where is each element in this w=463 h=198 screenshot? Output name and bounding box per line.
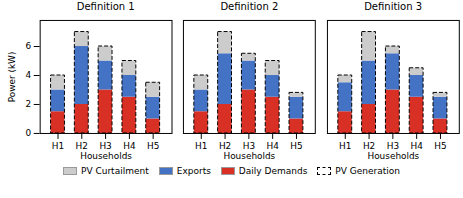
svg-text:Households: Households	[80, 151, 132, 161]
html-text:Daily Demands: Daily Demands	[238, 165, 308, 176]
svg-text:6: 6	[26, 41, 32, 51]
svg-text:H1: H1	[52, 141, 64, 151]
svg-text:H4: H4	[411, 141, 424, 151]
svg-text:H2: H2	[219, 141, 231, 151]
svg-text:4: 4	[26, 70, 32, 80]
html-text:Definition 3: Definition 3	[364, 1, 423, 12]
svg-text:H3: H3	[387, 141, 399, 151]
svg-text:H5: H5	[147, 141, 159, 151]
html-text:Definition 2: Definition 2	[220, 1, 279, 12]
svg-text:Households: Households	[368, 151, 420, 161]
svg-text:H3: H3	[99, 141, 111, 151]
svg-text:H3: H3	[243, 141, 255, 151]
svg-text:0: 0	[26, 128, 32, 138]
html-text:PV Curtailment: PV Curtailment	[81, 165, 149, 176]
svg-text:H5: H5	[435, 141, 447, 151]
svg-text:H2: H2	[363, 141, 375, 151]
svg-text:Households: Households	[224, 151, 276, 161]
html-text:Exports: Exports	[176, 165, 211, 176]
svg-text:H4: H4	[123, 141, 136, 151]
svg-text:H1: H1	[196, 141, 208, 151]
svg-text:H1: H1	[339, 141, 351, 151]
svg-text:H5: H5	[291, 141, 303, 151]
html-text:Definition 1: Definition 1	[76, 1, 135, 12]
svg-text:2: 2	[26, 99, 32, 109]
html-text:PV Generation: PV Generation	[335, 165, 400, 176]
svg-text:H2: H2	[76, 141, 88, 151]
svg-text:H4: H4	[267, 141, 280, 151]
svg-text:Power (kW): Power (kW)	[7, 52, 17, 103]
